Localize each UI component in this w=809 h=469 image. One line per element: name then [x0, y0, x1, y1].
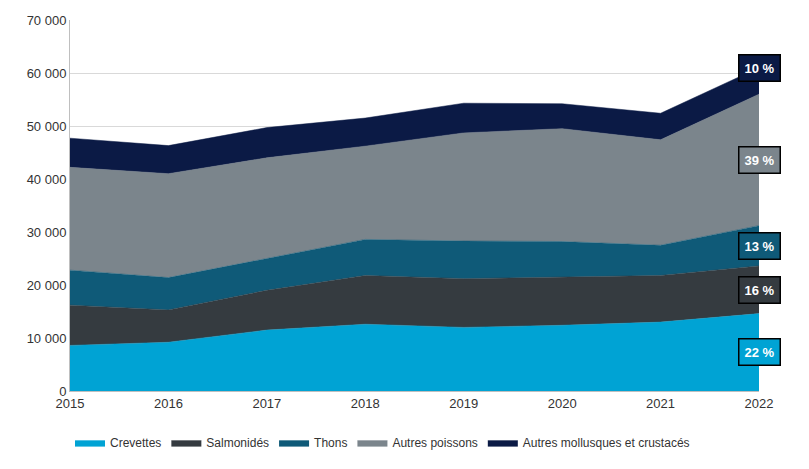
svg-text:Crevettes: Crevettes — [110, 436, 161, 450]
svg-text:39 %: 39 % — [745, 153, 775, 168]
svg-text:Salmonidés: Salmonidés — [206, 436, 269, 450]
svg-text:0: 0 — [59, 384, 66, 399]
svg-text:2022: 2022 — [745, 396, 774, 411]
svg-text:16 %: 16 % — [745, 283, 775, 298]
svg-text:2021: 2021 — [646, 396, 675, 411]
svg-text:50 000: 50 000 — [27, 119, 67, 134]
svg-text:2018: 2018 — [351, 396, 380, 411]
svg-text:Thons: Thons — [314, 436, 347, 450]
svg-text:2019: 2019 — [449, 396, 478, 411]
svg-text:22 %: 22 % — [745, 345, 775, 360]
svg-text:30 000: 30 000 — [27, 225, 67, 240]
svg-text:Autres poissons: Autres poissons — [392, 436, 477, 450]
svg-text:13 %: 13 % — [745, 239, 775, 254]
svg-text:70 000: 70 000 — [27, 13, 67, 28]
svg-text:10 000: 10 000 — [27, 331, 67, 346]
svg-text:40 000: 40 000 — [27, 172, 67, 187]
svg-text:2015: 2015 — [56, 396, 85, 411]
svg-text:Autres mollusques et crustacés: Autres mollusques et crustacés — [523, 436, 690, 450]
svg-text:60 000: 60 000 — [27, 66, 67, 81]
svg-text:20 000: 20 000 — [27, 278, 67, 293]
svg-text:10 %: 10 % — [745, 61, 775, 76]
svg-text:2020: 2020 — [548, 396, 577, 411]
svg-text:2017: 2017 — [252, 396, 281, 411]
svg-text:2016: 2016 — [154, 396, 183, 411]
